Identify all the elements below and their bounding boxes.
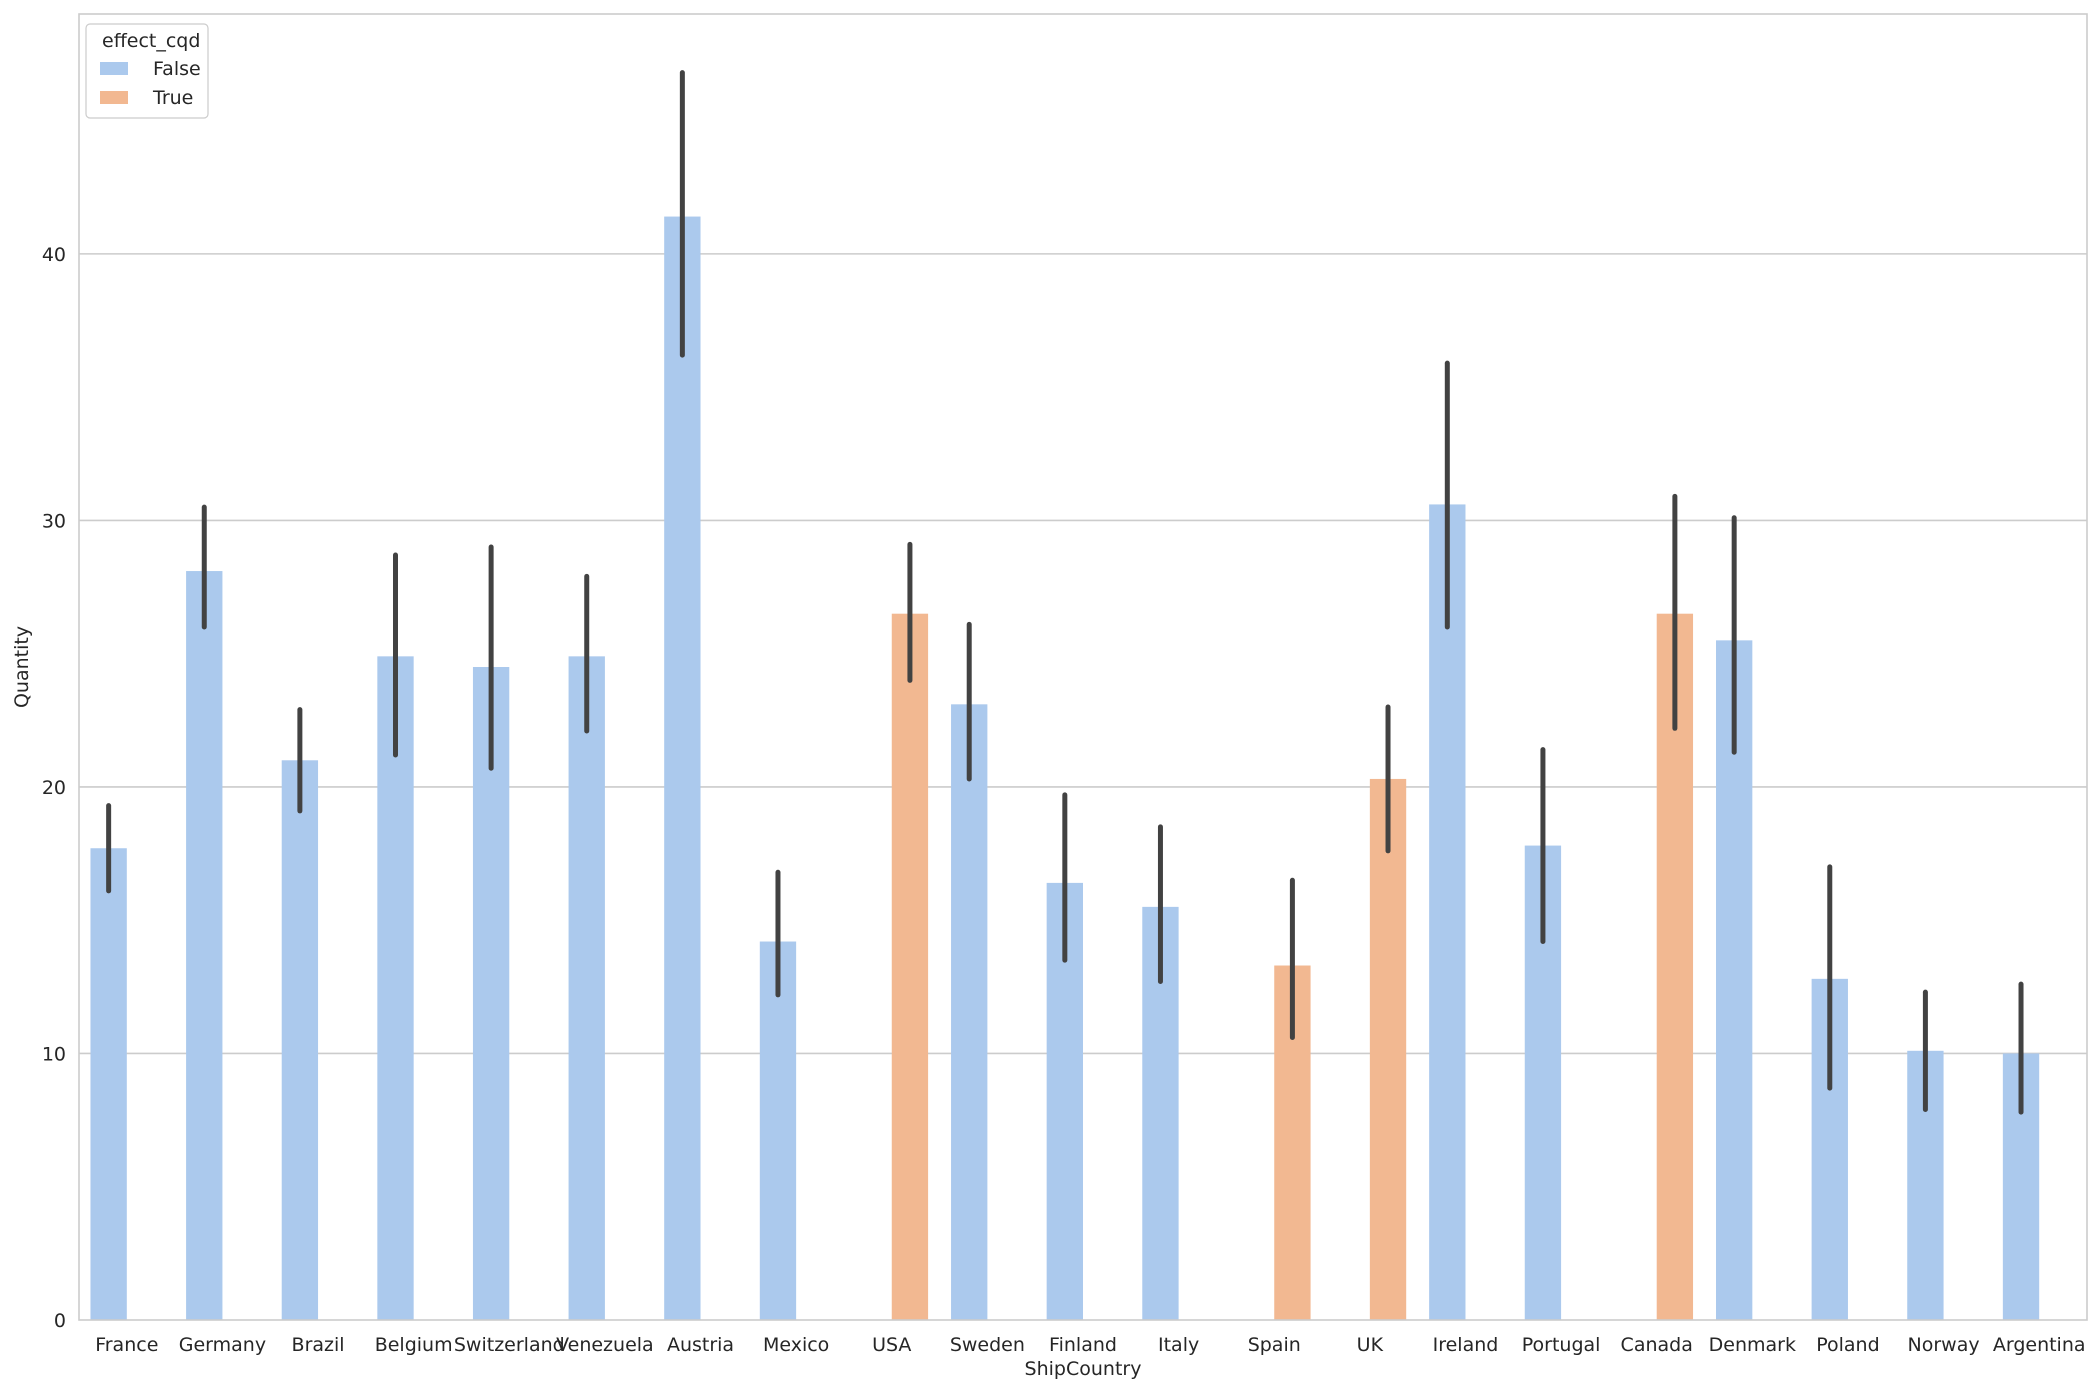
legend-label-false: False xyxy=(153,58,201,80)
x-tick-label: Belgium xyxy=(375,1334,453,1356)
bar-france xyxy=(90,848,127,1320)
bar-belgium xyxy=(377,656,414,1320)
x-tick-label: Italy xyxy=(1158,1334,1199,1356)
y-tick-label: 10 xyxy=(42,1043,66,1065)
x-tick-label: Canada xyxy=(1621,1334,1693,1356)
x-tick-label: Germany xyxy=(179,1334,266,1356)
x-tick-label: Spain xyxy=(1248,1334,1301,1356)
bars xyxy=(90,216,2040,1321)
x-tick-label: Switzerland xyxy=(454,1334,565,1356)
bar-switzerland xyxy=(472,667,510,1320)
x-tick-label: USA xyxy=(872,1334,911,1356)
bar-ireland xyxy=(1429,504,1466,1320)
x-tick-label: Denmark xyxy=(1709,1334,1796,1356)
bar-mexico xyxy=(759,941,797,1320)
x-tick-label: Norway xyxy=(1908,1334,1980,1356)
x-tick-label: France xyxy=(95,1334,158,1356)
x-tick-labels: France Germany Brazil Belgium SwitzerlandVen… xyxy=(95,1334,2085,1356)
bar-germany xyxy=(186,571,223,1320)
x-tick-label: Portugal xyxy=(1522,1334,1601,1356)
bar-uk xyxy=(1369,778,1407,1320)
y-tick-label: 40 xyxy=(42,244,66,266)
x-tick-label: Mexico xyxy=(763,1334,829,1356)
x-tick-label: Austria xyxy=(667,1334,734,1356)
y-axis-label: Quantity xyxy=(11,626,33,708)
x-tick-label: Poland xyxy=(1816,1334,1879,1356)
bar-austria xyxy=(664,216,701,1321)
x-tick-label: Finland xyxy=(1049,1334,1117,1356)
x-tick-label: Ireland xyxy=(1433,1334,1499,1356)
x-tick-label: Venezuela xyxy=(556,1334,654,1356)
x-tick-label: Brazil xyxy=(292,1334,345,1356)
bar-venezuela xyxy=(568,656,605,1320)
x-tick-label: Sweden xyxy=(950,1334,1025,1356)
y-tick-label: 20 xyxy=(42,777,66,799)
bar-canada xyxy=(1656,613,1694,1320)
error-bars xyxy=(106,70,2024,1115)
x-tick-label: UK xyxy=(1357,1334,1384,1356)
legend-swatch-true xyxy=(100,91,128,104)
legend: effect_cqd False True xyxy=(85,23,209,119)
bar-sweden xyxy=(951,704,988,1320)
y-tick-label: 0 xyxy=(54,1310,66,1332)
plot-frame xyxy=(78,13,2088,1321)
x-axis-label: ShipCountry xyxy=(1025,1358,1142,1380)
bar-usa xyxy=(891,613,929,1320)
y-tick-label: 30 xyxy=(42,510,66,532)
x-tick-label: Argentina xyxy=(1993,1334,2086,1356)
legend-swatch-false xyxy=(100,62,128,75)
y-tick-labels: 0 10 20 30 40 xyxy=(42,244,66,1332)
legend-label-true: True xyxy=(152,87,193,109)
bar-brazil xyxy=(281,760,319,1320)
legend-title: effect_cqd xyxy=(102,30,200,52)
